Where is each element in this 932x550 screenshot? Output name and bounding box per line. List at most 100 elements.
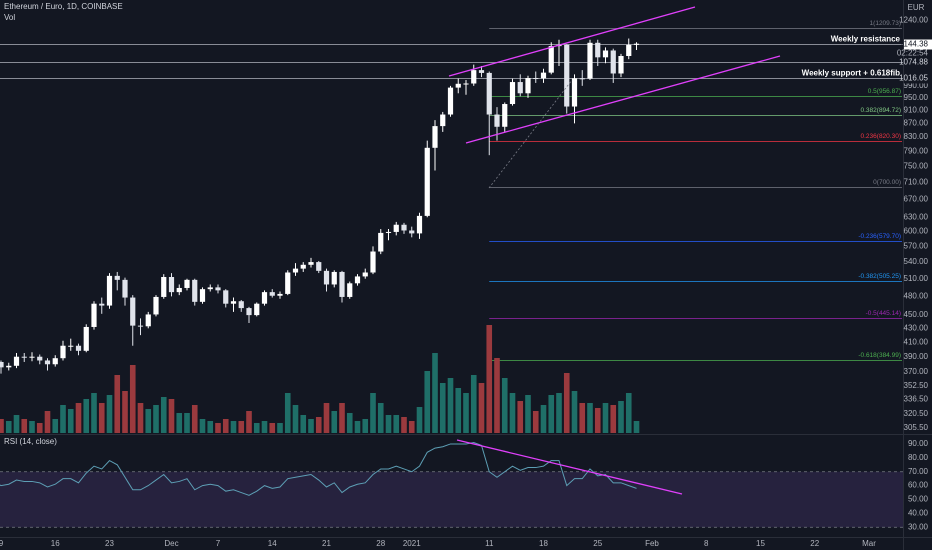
y-tick-label: 990.00 <box>904 81 929 90</box>
candle-body <box>362 272 368 277</box>
candle-body <box>176 287 182 293</box>
y-tick-label: 630.00 <box>904 212 929 221</box>
y-tick-label: 790.00 <box>904 147 929 156</box>
candle-body <box>44 360 51 365</box>
candle-body <box>60 345 66 359</box>
volume-bar <box>625 393 632 433</box>
y-tick-label: 370.00 <box>904 367 929 376</box>
volume-bar <box>424 371 431 433</box>
candle-body <box>137 325 144 327</box>
y-tick-label: 320.50 <box>904 409 929 418</box>
rsi-trend-line <box>456 439 683 495</box>
volume-bar <box>470 375 477 433</box>
volume-bar <box>354 421 361 433</box>
candle-body <box>254 303 260 316</box>
volume-bar <box>486 325 493 433</box>
volume-bar <box>455 388 462 433</box>
volume-bar <box>323 403 330 433</box>
candle-body <box>486 72 492 115</box>
candle-body <box>13 356 20 366</box>
rsi-tick-label: 50.00 <box>908 495 929 504</box>
volume-bar <box>339 403 345 433</box>
x-tick-label: 8 <box>704 539 709 548</box>
candle-body <box>52 358 58 365</box>
volume-bar <box>439 383 446 433</box>
countdown-label: 02:22:54 <box>897 49 929 58</box>
x-tick-label: 23 <box>105 539 114 548</box>
candle-body <box>447 87 454 115</box>
volume-bar <box>525 395 531 433</box>
volume-bar <box>501 378 508 433</box>
volume-bar <box>300 415 307 433</box>
candle-body <box>300 264 306 269</box>
volume-bar <box>83 399 90 433</box>
candle-body <box>75 345 82 351</box>
candle-body <box>540 72 547 79</box>
volume-bar <box>633 421 640 433</box>
candle-body <box>130 297 136 326</box>
y-tick-label: 390.00 <box>904 352 929 361</box>
volume-bar <box>571 391 578 433</box>
volume-bar <box>532 411 539 433</box>
volume-bar <box>362 419 369 433</box>
volume-bar <box>401 417 407 433</box>
candle-body <box>517 82 523 94</box>
candle-body <box>409 230 415 234</box>
level-annotation: Weekly support + 0.618fib <box>802 69 900 78</box>
volume-bar <box>385 415 392 433</box>
symbol-title: Ethereum / Euro, 1D, COINBASE <box>4 2 123 11</box>
candle-body <box>502 104 508 127</box>
candle-body <box>424 147 430 216</box>
y-tick-label: 336.50 <box>904 395 929 404</box>
candle-body <box>168 277 175 293</box>
candle-body <box>401 224 407 231</box>
candle-body <box>21 356 27 358</box>
x-tick-label: 14 <box>268 539 277 548</box>
fib-level-label: 0.236(820.30) <box>861 133 901 140</box>
volume-bar <box>122 391 128 433</box>
x-tick-label: Dec <box>164 539 178 548</box>
y-tick-label: 600.00 <box>904 227 929 236</box>
volume-bar <box>377 403 384 433</box>
price-label: 1144.38 <box>900 40 929 49</box>
volume-bar <box>393 415 400 433</box>
volume-bar <box>75 403 82 433</box>
rsi-tick-label: 70.00 <box>908 467 929 476</box>
candle-body <box>37 356 43 361</box>
volume-bar <box>556 393 562 433</box>
volume-bar <box>52 419 59 433</box>
price-label: 1074.88 <box>899 58 928 67</box>
x-tick-label: 2021 <box>403 539 421 548</box>
volume-bar <box>44 411 51 433</box>
rsi-tick-label: 40.00 <box>908 508 929 517</box>
candle-body <box>308 262 314 265</box>
x-tick-label: 18 <box>539 539 548 548</box>
candle-body <box>633 43 640 45</box>
candle-body <box>587 42 593 79</box>
volume-bar <box>447 378 454 433</box>
candle-body <box>548 46 554 73</box>
volume-bar <box>0 419 4 433</box>
price-label-box <box>904 39 932 50</box>
candle-body <box>145 314 151 327</box>
volume-bar <box>246 411 252 433</box>
volume-bar <box>408 421 415 433</box>
y-tick-label: 510.00 <box>904 274 929 283</box>
candle-body <box>610 50 616 74</box>
volume-bar <box>129 365 136 433</box>
y-tick-label: 305.50 <box>904 423 929 432</box>
volume-bar <box>331 411 338 433</box>
fib-trend-line <box>488 79 573 189</box>
volume-bar <box>91 393 97 433</box>
y-tick-label: 1240.00 <box>899 15 928 24</box>
volume-bar <box>494 358 500 433</box>
volume-bar <box>618 401 624 433</box>
volume-bar <box>315 417 322 433</box>
volume-bar <box>540 405 547 433</box>
channel-upper-line <box>448 6 696 77</box>
candle-body <box>223 290 229 304</box>
y-tick-label: 870.00 <box>904 119 929 128</box>
volume-bar <box>277 423 283 433</box>
candle-body <box>215 287 221 291</box>
candle-body <box>471 70 477 84</box>
